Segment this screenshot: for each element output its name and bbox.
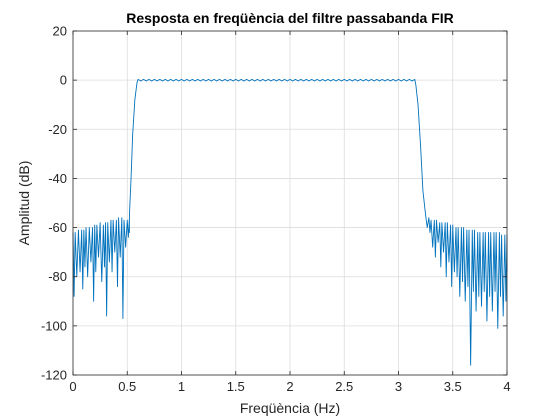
x-tick-label: 1	[178, 379, 185, 394]
y-tick-label: -100	[41, 318, 67, 333]
x-tick-label: 2.5	[335, 379, 353, 394]
y-tick-label: 0	[60, 73, 67, 88]
x-tick-label: 1.5	[227, 379, 245, 394]
magnitude-response-line	[72, 78, 508, 366]
y-tick-label: -40	[48, 171, 67, 186]
y-tick-label: -60	[48, 220, 67, 235]
x-tick-label: 2	[286, 379, 293, 394]
y-tick-label: -120	[41, 368, 67, 383]
chart-title: Resposta en freqüència del filtre passab…	[126, 10, 454, 26]
x-tick-label: 3.5	[444, 379, 462, 394]
y-axis-label: Amplitud (dB)	[16, 161, 32, 246]
y-tick-label: -80	[48, 269, 67, 284]
x-tick-label: 0.5	[118, 379, 136, 394]
x-tick-label: 4	[503, 379, 510, 394]
curve-layer	[72, 78, 508, 366]
x-axis-label: Freqüència (Hz)	[240, 400, 340, 416]
y-tick-label: 20	[53, 24, 67, 39]
axis-ticks: 0 0.5 1 1.5 2 2.5 3 3.5 4 -120 -100 -80 -60 -40 -20 0 20	[41, 24, 511, 395]
y-tick-label: -20	[48, 122, 67, 137]
x-tick-label: 0	[69, 379, 76, 394]
x-tick-label: 3	[395, 379, 402, 394]
